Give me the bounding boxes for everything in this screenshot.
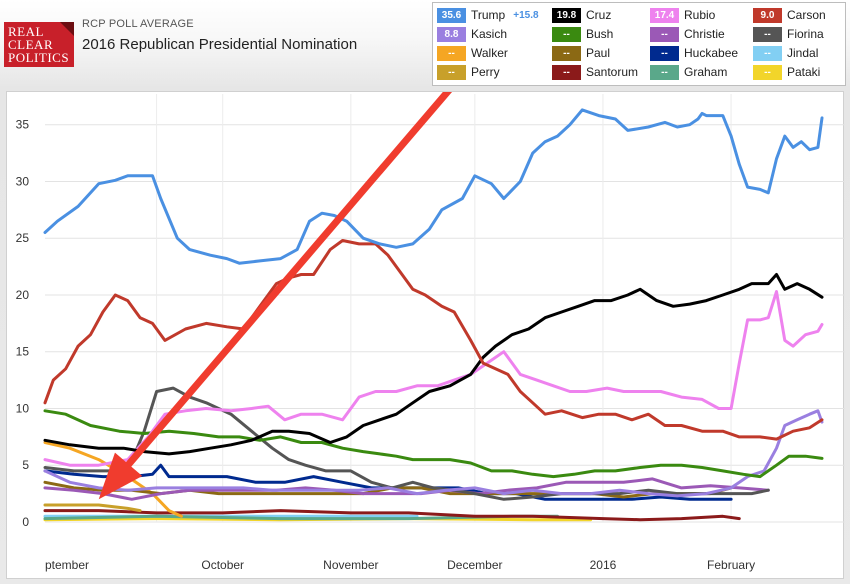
legend-item-bush[interactable]: -- Bush (552, 26, 613, 42)
logo-line-1: REAL (8, 24, 44, 39)
line-chart: 0 5 10 15 20 25 30 35 ptember October November Dece… (16, 92, 845, 572)
legend-candidate-name: Fiorina (787, 27, 824, 41)
legend-value-badge: -- (753, 45, 782, 61)
legend-candidate-name: Jindal (787, 46, 819, 60)
annotation-arrow-head (98, 452, 143, 500)
series-line-santorum (43, 509, 741, 522)
legend-value-badge: -- (437, 64, 466, 80)
legend-candidate-name: Christie (684, 27, 725, 41)
rcp-logo[interactable]: REAL CLEAR POLITICS (4, 22, 74, 67)
legend-candidate-name: Kasich (471, 27, 508, 41)
legend-value-badge: -- (552, 26, 581, 42)
series-line-rubio (43, 290, 824, 467)
poll-average-label: RCP POLL AVERAGE (82, 18, 194, 30)
legend-value-badge: -- (650, 45, 679, 61)
legend-item-rubio[interactable]: 17.4 Rubio (650, 7, 715, 23)
x-tick-label: February (707, 558, 755, 572)
legend-candidate-name: Pataki (787, 65, 821, 79)
y-tick-label: 5 (22, 458, 29, 472)
series-line-trump (43, 108, 824, 265)
legend-item-kasich[interactable]: 8.8 Kasich (437, 26, 507, 42)
legend-value-badge: -- (552, 64, 581, 80)
series-line-perry (43, 503, 142, 513)
chart-area: 0 5 10 15 20 25 30 35 ptember October November Dece… (6, 91, 845, 579)
legend-item-fiorina[interactable]: -- Fiorina (753, 26, 824, 42)
logo-line-2: CLEAR (8, 37, 54, 52)
y-tick-label: 20 (16, 288, 30, 302)
legend-candidate-name: Santorum (586, 65, 639, 79)
series-line-bush (43, 409, 824, 479)
logo-line-3: POLITICS (8, 50, 70, 65)
legend-value-badge: -- (753, 26, 782, 42)
legend-item-pataki[interactable]: -- Pataki (753, 64, 820, 80)
page-title: 2016 Republican Presidential Nomination (82, 36, 358, 53)
candidate-legend: 35.6 Trump +15.8 19.8 Cruz 17.4 Rubio 9.0 Carson… (432, 2, 846, 86)
legend-value-badge: 17.4 (650, 7, 679, 23)
legend-candidate-name: Rubio (684, 8, 716, 22)
y-tick-label: 35 (16, 118, 30, 132)
y-tick-label: 25 (16, 231, 30, 245)
legend-candidate-name: Graham (684, 65, 728, 79)
legend-value-badge: -- (753, 64, 782, 80)
legend-candidate-name: Carson (787, 8, 826, 22)
y-tick-label: 10 (16, 401, 30, 415)
legend-candidate-name: Trump (471, 8, 506, 22)
legend-item-carson[interactable]: 9.0 Carson (753, 7, 826, 23)
x-tick-label: November (323, 558, 378, 572)
x-tick-label: ptember (45, 558, 89, 572)
y-tick-label: 30 (16, 174, 30, 188)
legend-item-paul[interactable]: -- Paul (552, 45, 610, 61)
legend-item-huckabee[interactable]: -- Huckabee (650, 45, 738, 61)
legend-item-perry[interactable]: -- Perry (437, 64, 500, 80)
series-line-cruz (43, 273, 824, 456)
legend-item-trump[interactable]: 35.6 Trump +15.8 (437, 7, 539, 23)
legend-lead-margin: +15.8 (513, 9, 539, 21)
legend-item-christie[interactable]: -- Christie (650, 26, 725, 42)
legend-candidate-name: Paul (586, 46, 611, 60)
legend-value-badge: -- (437, 45, 466, 61)
legend-value-badge: -- (552, 45, 581, 61)
series-line-christie (43, 477, 770, 501)
x-tick-label: December (447, 558, 502, 572)
legend-candidate-name: Huckabee (684, 46, 739, 60)
legend-item-graham[interactable]: -- Graham (650, 64, 727, 80)
legend-value-badge: -- (650, 26, 679, 42)
legend-item-cruz[interactable]: 19.8 Cruz (552, 7, 611, 23)
y-tick-label: 0 (22, 515, 29, 529)
legend-candidate-name: Cruz (586, 8, 612, 22)
legend-item-jindal[interactable]: -- Jindal (753, 45, 818, 61)
legend-candidate-name: Walker (471, 46, 508, 60)
legend-candidate-name: Bush (586, 27, 614, 41)
legend-value-badge: 35.6 (437, 7, 466, 23)
y-tick-label: 15 (16, 345, 30, 359)
legend-value-badge: 8.8 (437, 26, 466, 42)
annotation-arrow-shaft (125, 92, 453, 468)
legend-value-badge: -- (650, 64, 679, 80)
series-line-kasich (43, 409, 824, 498)
legend-candidate-name: Perry (471, 65, 500, 79)
legend-item-santorum[interactable]: -- Santorum (552, 64, 638, 80)
legend-value-badge: 19.8 (552, 7, 581, 23)
logo-corner (60, 22, 74, 36)
x-tick-label: 2016 (590, 558, 617, 572)
legend-item-walker[interactable]: -- Walker (437, 45, 508, 61)
x-tick-label: October (201, 558, 244, 572)
series-line-carson (43, 239, 824, 441)
header: REAL CLEAR POLITICS RCP POLL AVERAGE 201… (0, 0, 430, 88)
legend-value-badge: 9.0 (753, 7, 782, 23)
